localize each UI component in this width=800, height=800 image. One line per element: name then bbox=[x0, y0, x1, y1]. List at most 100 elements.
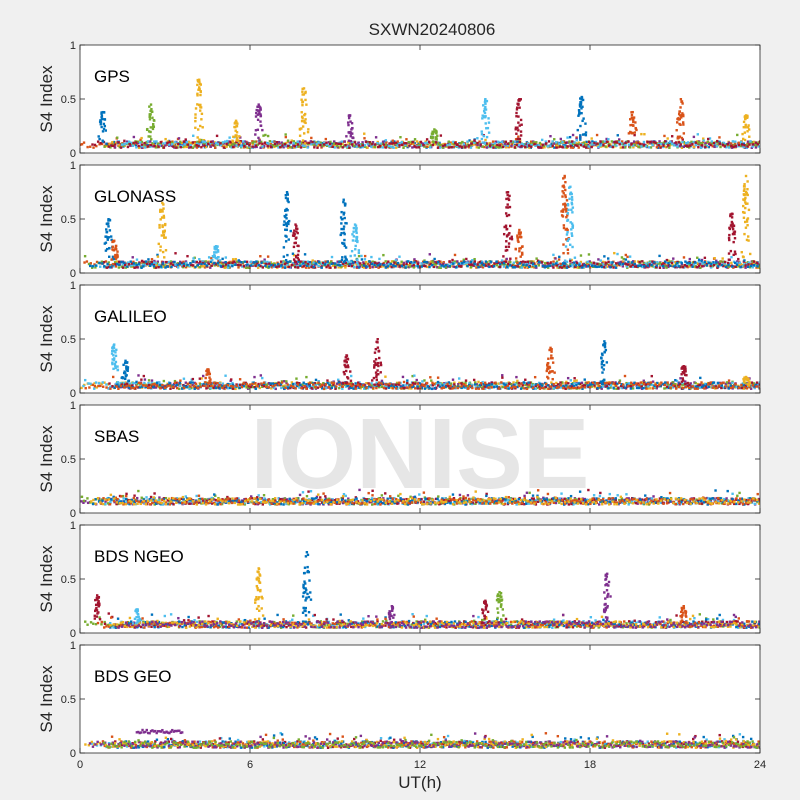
spike-point bbox=[354, 239, 357, 242]
spike-point bbox=[306, 130, 310, 134]
spike-point bbox=[99, 119, 102, 122]
data-point bbox=[83, 254, 87, 258]
data-point bbox=[569, 263, 572, 266]
data-point bbox=[303, 253, 307, 256]
data-point bbox=[442, 144, 445, 148]
data-point bbox=[137, 262, 141, 265]
data-point bbox=[451, 264, 454, 268]
data-point bbox=[216, 143, 220, 146]
data-point bbox=[292, 142, 295, 145]
data-point bbox=[453, 385, 457, 388]
data-point bbox=[715, 262, 718, 266]
data-point bbox=[160, 144, 163, 148]
data-point bbox=[680, 263, 684, 266]
spike-point bbox=[231, 140, 235, 143]
spike-peak bbox=[730, 212, 734, 215]
data-point bbox=[248, 144, 251, 147]
data-point bbox=[185, 264, 188, 267]
data-point bbox=[720, 263, 724, 267]
data-point bbox=[658, 254, 661, 258]
data-point bbox=[600, 265, 604, 269]
spike-point bbox=[342, 225, 346, 228]
data-point bbox=[439, 134, 443, 137]
data-point bbox=[554, 262, 558, 265]
data-point bbox=[350, 264, 354, 268]
spike-point bbox=[634, 121, 637, 124]
data-point bbox=[246, 146, 249, 149]
data-point bbox=[735, 263, 739, 266]
data-point bbox=[240, 261, 243, 264]
data-point bbox=[659, 142, 663, 146]
spike-point bbox=[565, 215, 568, 219]
data-point bbox=[184, 138, 187, 141]
data-point bbox=[107, 261, 110, 264]
spike-point bbox=[484, 108, 488, 111]
panel-plot-area bbox=[80, 285, 760, 393]
data-point bbox=[230, 146, 233, 149]
data-point bbox=[267, 266, 270, 269]
data-point bbox=[621, 265, 625, 268]
data-point bbox=[183, 143, 186, 146]
data-point bbox=[428, 253, 431, 256]
spike-point bbox=[730, 223, 733, 226]
data-point bbox=[729, 382, 732, 385]
data-point bbox=[309, 140, 313, 143]
data-point bbox=[251, 141, 254, 144]
spike-peak bbox=[563, 174, 566, 178]
data-point bbox=[704, 142, 707, 145]
data-point bbox=[245, 386, 248, 389]
data-point bbox=[191, 264, 195, 267]
data-point bbox=[301, 383, 304, 386]
spike-peak bbox=[149, 103, 153, 106]
spike-point bbox=[115, 253, 119, 256]
data-point bbox=[524, 260, 527, 264]
data-point bbox=[638, 144, 642, 148]
data-point bbox=[351, 264, 355, 267]
spike-point bbox=[149, 130, 152, 134]
data-point bbox=[593, 385, 596, 389]
data-point bbox=[691, 142, 694, 146]
data-point bbox=[137, 144, 140, 148]
spike-point bbox=[303, 120, 306, 124]
data-point bbox=[138, 261, 141, 264]
data-point bbox=[659, 262, 662, 265]
data-point bbox=[428, 141, 431, 145]
data-point bbox=[135, 266, 138, 269]
data-point bbox=[688, 261, 692, 265]
data-point bbox=[553, 138, 556, 141]
data-point bbox=[707, 261, 711, 265]
data-point bbox=[667, 144, 670, 147]
spike-point bbox=[502, 232, 506, 236]
data-point bbox=[129, 141, 133, 145]
data-point bbox=[357, 254, 361, 258]
data-point bbox=[732, 145, 735, 149]
spike-point bbox=[563, 202, 567, 205]
data-point bbox=[736, 133, 739, 137]
data-point bbox=[651, 380, 655, 383]
spike-point bbox=[676, 135, 680, 138]
data-point bbox=[326, 260, 329, 263]
data-point bbox=[190, 386, 193, 390]
data-point bbox=[195, 144, 198, 147]
spike-point bbox=[487, 117, 490, 120]
spike-point bbox=[518, 250, 521, 253]
data-point bbox=[587, 381, 590, 384]
spike-point bbox=[505, 206, 508, 209]
data-point bbox=[747, 263, 750, 266]
spike-peak bbox=[744, 174, 748, 178]
spike-point bbox=[505, 214, 509, 218]
data-point bbox=[742, 387, 746, 390]
data-point bbox=[501, 145, 505, 149]
data-point bbox=[105, 383, 108, 386]
data-point bbox=[253, 375, 256, 379]
spike-point bbox=[301, 139, 305, 142]
data-point bbox=[291, 261, 295, 265]
data-point bbox=[231, 261, 234, 265]
data-point bbox=[158, 263, 161, 267]
data-point bbox=[497, 382, 501, 385]
data-point bbox=[420, 142, 424, 145]
spike-point bbox=[213, 255, 217, 258]
data-point bbox=[180, 144, 184, 147]
data-point bbox=[384, 143, 387, 146]
